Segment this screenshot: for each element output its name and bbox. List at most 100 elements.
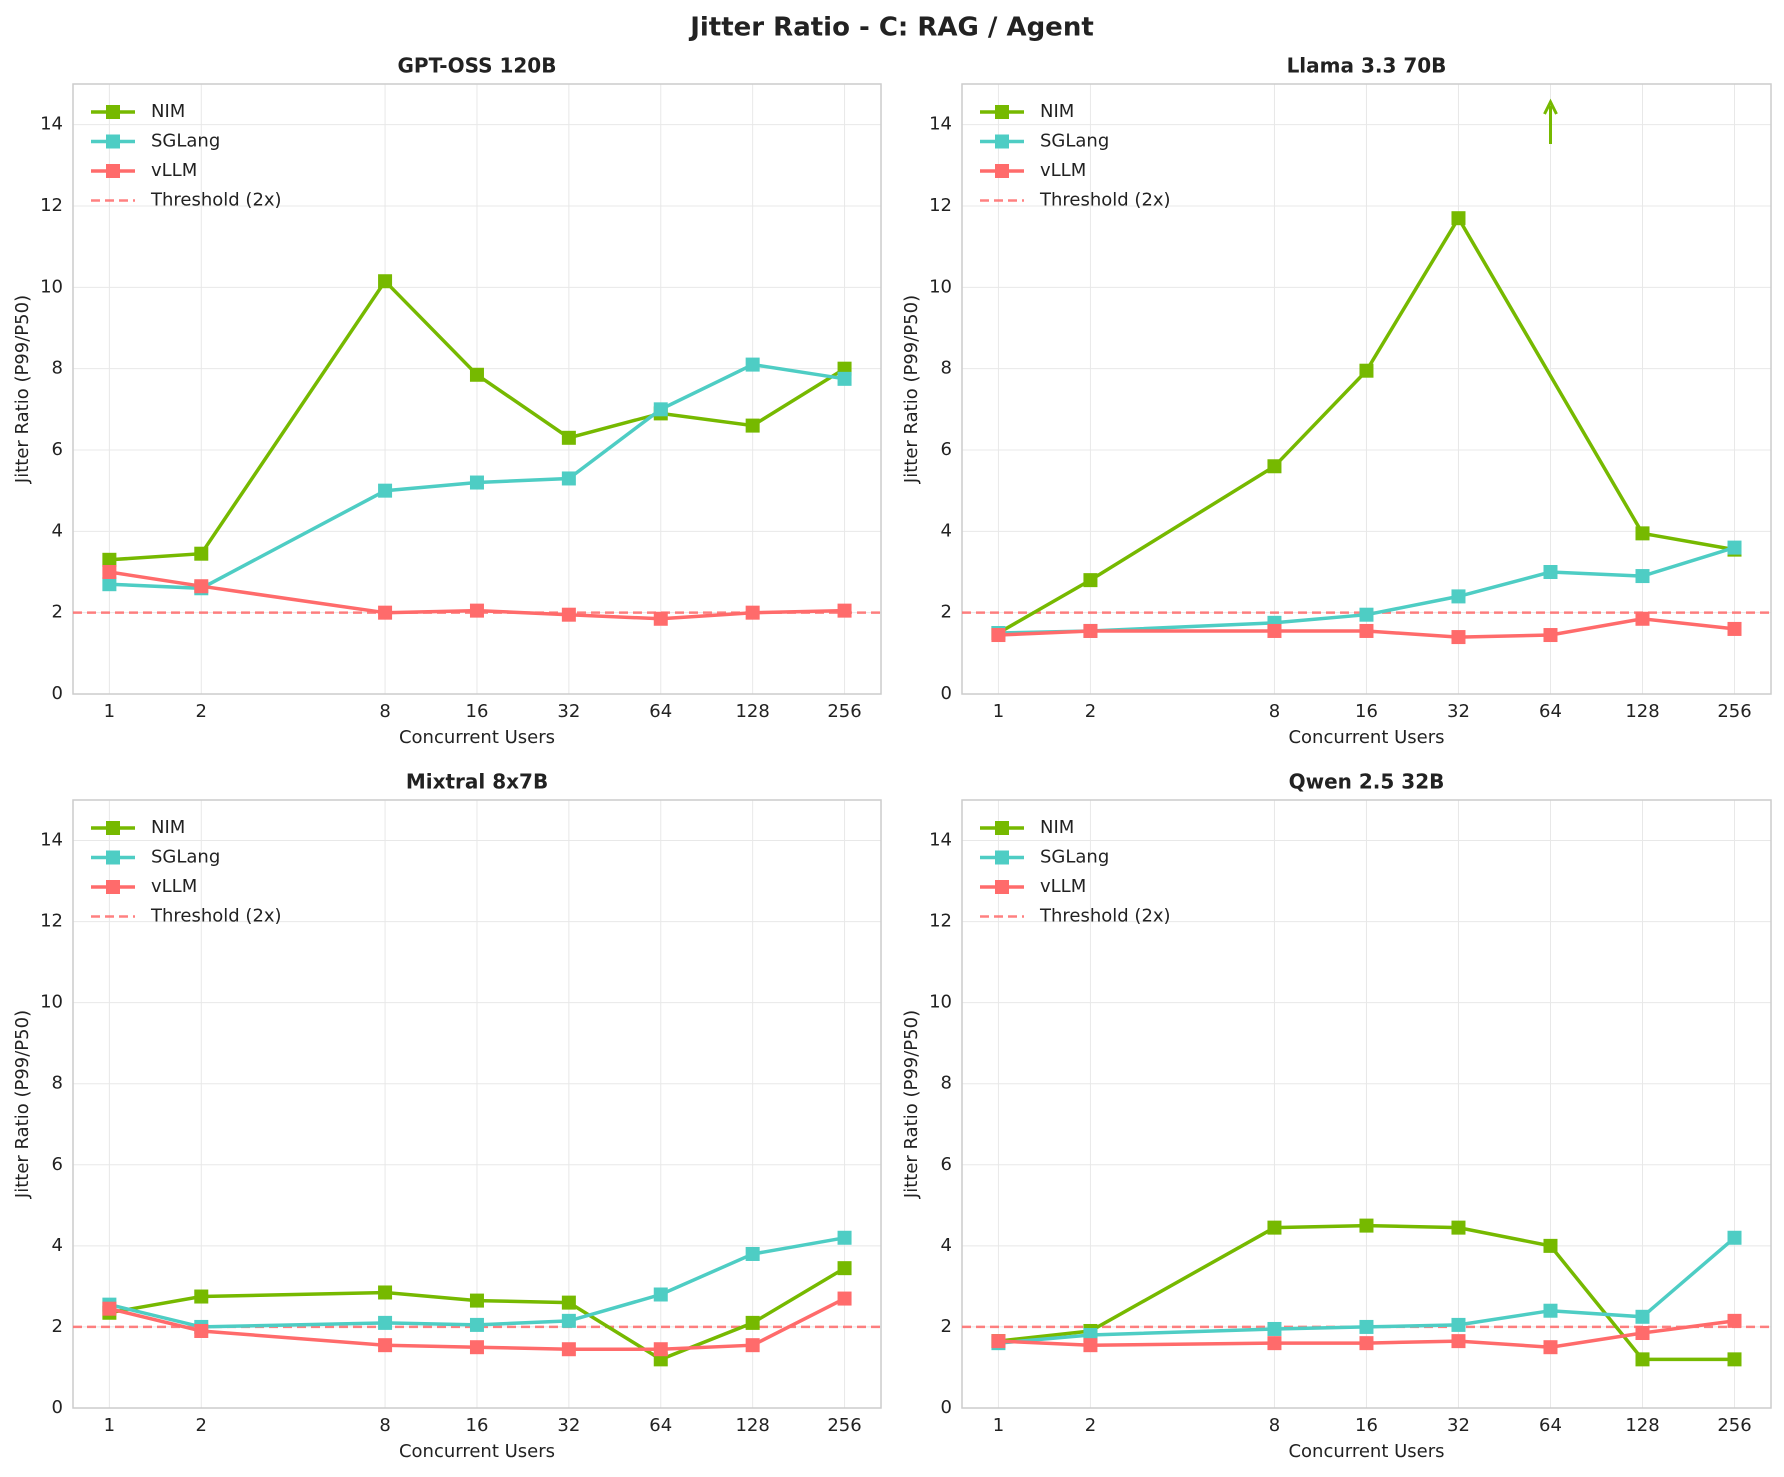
y-tick-label: 0 xyxy=(941,683,952,704)
plot-frame xyxy=(961,799,1772,1409)
marker xyxy=(561,1295,576,1310)
marker xyxy=(469,367,484,382)
y-tick-label: 2 xyxy=(941,1316,952,1337)
legend-marker xyxy=(995,164,1009,178)
marker xyxy=(991,628,1006,643)
marker xyxy=(653,611,668,626)
marker xyxy=(1451,1220,1466,1235)
y-tick-label: 12 xyxy=(929,911,952,932)
marker xyxy=(102,1301,117,1316)
legend-marker xyxy=(995,850,1009,865)
marker xyxy=(653,1287,668,1302)
series-line xyxy=(998,1236,1736,1345)
x-tick-label: 1 xyxy=(104,701,115,722)
y-axis-label: Jitter Ratio (P99/P50) xyxy=(901,1010,922,1199)
marker xyxy=(745,1246,760,1261)
x-tick-label: 128 xyxy=(1625,1415,1659,1436)
marker xyxy=(745,1338,760,1353)
marker xyxy=(561,430,576,445)
y-tick-label: 0 xyxy=(52,1397,63,1418)
y-tick-label: 0 xyxy=(941,1397,952,1418)
marker xyxy=(1635,1352,1650,1367)
marker xyxy=(837,1230,852,1245)
x-axis-label: Concurrent Users xyxy=(1288,1441,1444,1462)
y-tick-label: 4 xyxy=(52,1235,63,1256)
legend-label: SGLang xyxy=(151,131,220,152)
x-tick-label: 1 xyxy=(104,1415,115,1436)
marker xyxy=(1727,540,1742,555)
series-line xyxy=(998,1319,1735,1349)
marker xyxy=(1359,607,1374,622)
legend-label: Threshold (2x) xyxy=(1039,190,1171,211)
marker xyxy=(1267,1336,1282,1351)
subplot-title: GPT-OSS 120B xyxy=(398,54,557,78)
legend-label: SGLang xyxy=(1040,131,1109,152)
marker xyxy=(1359,1218,1374,1233)
marker xyxy=(194,1289,209,1304)
marker xyxy=(745,1315,760,1330)
figure-title: Jitter Ratio - C: RAG / Agent xyxy=(688,13,1094,43)
marker xyxy=(1635,569,1650,584)
legend-marker xyxy=(106,850,120,865)
legend-marker xyxy=(106,164,120,178)
x-tick-label: 64 xyxy=(1539,701,1562,722)
marker xyxy=(561,1313,576,1328)
x-tick-label: 256 xyxy=(1717,1415,1751,1436)
marker xyxy=(1727,1352,1742,1367)
plot-frame xyxy=(961,83,1772,695)
y-tick-label: 14 xyxy=(40,830,63,851)
legend-marker xyxy=(995,134,1009,149)
legend-marker xyxy=(106,821,120,835)
y-tick-label: 6 xyxy=(52,439,63,460)
marker xyxy=(745,605,760,620)
marker xyxy=(1543,1340,1558,1355)
x-tick-label: 2 xyxy=(1085,1415,1096,1436)
x-tick-label: 1 xyxy=(993,701,1004,722)
x-tick-label: 16 xyxy=(1355,701,1378,722)
series-line xyxy=(109,570,845,621)
y-tick-label: 4 xyxy=(52,520,63,541)
marker xyxy=(102,577,117,592)
y-axis-label: Jitter Ratio (P99/P50) xyxy=(901,295,922,484)
legend-label: NIM xyxy=(1040,101,1074,122)
y-tick-label: 2 xyxy=(52,1316,63,1337)
y-tick-label: 10 xyxy=(40,992,63,1013)
marker xyxy=(1727,1230,1742,1245)
x-tick-label: 32 xyxy=(1447,1415,1470,1436)
x-tick-label: 64 xyxy=(649,701,672,722)
x-tick-label: 256 xyxy=(827,1415,861,1436)
marker xyxy=(653,1342,668,1357)
marker xyxy=(102,552,117,567)
y-tick-label: 4 xyxy=(941,1235,952,1256)
marker xyxy=(469,1293,484,1308)
legend-label: SGLang xyxy=(151,847,220,868)
marker xyxy=(469,603,484,618)
x-tick-label: 16 xyxy=(466,701,489,722)
marker xyxy=(1543,565,1558,579)
marker xyxy=(1083,573,1098,588)
legend-label: Threshold (2x) xyxy=(1039,906,1171,927)
marker xyxy=(1359,623,1374,638)
marker xyxy=(837,1291,852,1306)
marker xyxy=(469,475,484,490)
series-line xyxy=(109,362,845,591)
marker xyxy=(561,607,576,622)
marker xyxy=(194,546,209,561)
marker xyxy=(1267,623,1282,638)
legend-label: NIM xyxy=(1040,817,1074,838)
marker xyxy=(1451,630,1466,645)
marker xyxy=(378,483,393,498)
x-tick-label: 64 xyxy=(649,1415,672,1436)
marker xyxy=(1727,1313,1742,1328)
marker xyxy=(378,1338,393,1353)
x-axis-label: Concurrent Users xyxy=(399,1441,555,1462)
y-tick-label: 12 xyxy=(40,195,63,216)
series-line xyxy=(108,1297,846,1351)
y-tick-label: 4 xyxy=(941,520,952,541)
legend-label: vLLM xyxy=(151,160,197,181)
legend-label: NIM xyxy=(151,101,185,122)
x-tick-label: 256 xyxy=(1717,701,1751,722)
y-tick-label: 14 xyxy=(929,830,952,851)
marker xyxy=(1267,1220,1282,1235)
x-tick-label: 64 xyxy=(1539,1415,1562,1436)
